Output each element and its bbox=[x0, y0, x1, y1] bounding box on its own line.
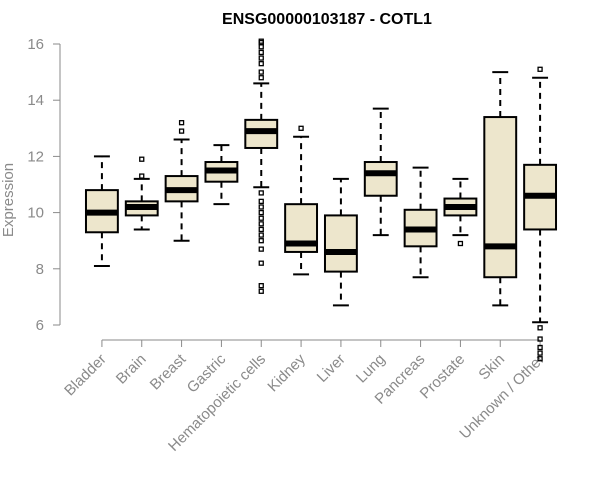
box-unknown-other bbox=[523, 66, 558, 362]
outlier-point bbox=[258, 215, 264, 221]
iqr-box bbox=[363, 161, 398, 197]
outlier-point bbox=[178, 128, 185, 134]
x-tick-label: Bladder bbox=[61, 351, 110, 400]
outlier-point bbox=[258, 226, 264, 233]
y-tick-label: 8 bbox=[36, 261, 44, 278]
outlier-point bbox=[537, 66, 543, 72]
x-tick-label: Skin bbox=[475, 351, 508, 384]
chart-title: ENSG00000103187 - COTL1 bbox=[222, 11, 432, 28]
outlier-point bbox=[258, 238, 264, 244]
x-tick-label: Kidney bbox=[264, 350, 309, 395]
outlier-point bbox=[258, 204, 264, 210]
outlier-point bbox=[298, 125, 304, 131]
y-tick-label: 12 bbox=[27, 148, 44, 165]
outlier-point bbox=[258, 44, 264, 50]
box-kidney bbox=[284, 125, 319, 276]
x-tick-label: Lung bbox=[353, 351, 389, 387]
outlier-point bbox=[258, 283, 264, 289]
x-tick-label: Breast bbox=[147, 350, 190, 393]
box-brain bbox=[124, 156, 159, 231]
x-tick-label: Prostate bbox=[417, 351, 469, 403]
outlier-point bbox=[537, 344, 543, 351]
box-skin bbox=[483, 71, 518, 307]
iqr-box bbox=[483, 116, 518, 279]
outlier-point bbox=[178, 120, 185, 126]
outlier-point bbox=[139, 173, 145, 179]
y-tick-label: 14 bbox=[27, 92, 44, 109]
y-tick-label: 10 bbox=[27, 205, 44, 222]
outlier-point bbox=[258, 260, 264, 266]
outlier-point bbox=[537, 325, 543, 331]
box-lung bbox=[363, 107, 398, 237]
outlier-point bbox=[258, 288, 264, 294]
outlier-point bbox=[258, 61, 264, 67]
outlier-point bbox=[258, 232, 264, 238]
y-tick-label: 16 bbox=[27, 36, 44, 53]
outlier-point bbox=[258, 75, 264, 81]
box-prostate bbox=[443, 177, 478, 247]
y-axis: 6 8 10 12 14 16 bbox=[27, 36, 61, 334]
box-liver bbox=[323, 177, 358, 307]
box-pancreas bbox=[403, 166, 438, 279]
y-tick-label: 6 bbox=[36, 317, 44, 334]
outlier-point bbox=[258, 49, 264, 56]
outlier-point bbox=[258, 221, 264, 227]
outlier-point bbox=[258, 209, 264, 216]
outlier-point bbox=[537, 356, 543, 362]
box-hematopoietic-cells bbox=[244, 38, 279, 294]
outlier-point bbox=[258, 69, 264, 75]
box-bladder bbox=[84, 155, 119, 267]
x-tick-label: Brain bbox=[113, 351, 150, 388]
box-breast bbox=[164, 120, 199, 242]
box-gastric bbox=[204, 144, 239, 206]
outlier-point bbox=[258, 55, 264, 61]
outlier-point bbox=[457, 240, 464, 247]
iqr-box bbox=[323, 214, 358, 273]
outlier-point bbox=[258, 190, 264, 196]
outlier-point bbox=[258, 38, 264, 44]
x-tick-label: Liver bbox=[314, 351, 349, 386]
boxes-group bbox=[84, 38, 558, 362]
outlier-point bbox=[139, 156, 145, 162]
outlier-point bbox=[258, 246, 264, 252]
y-axis-label: Expression bbox=[0, 163, 17, 237]
outlier-point bbox=[258, 198, 264, 205]
outlier-point bbox=[537, 350, 543, 356]
outlier-point bbox=[537, 336, 543, 342]
